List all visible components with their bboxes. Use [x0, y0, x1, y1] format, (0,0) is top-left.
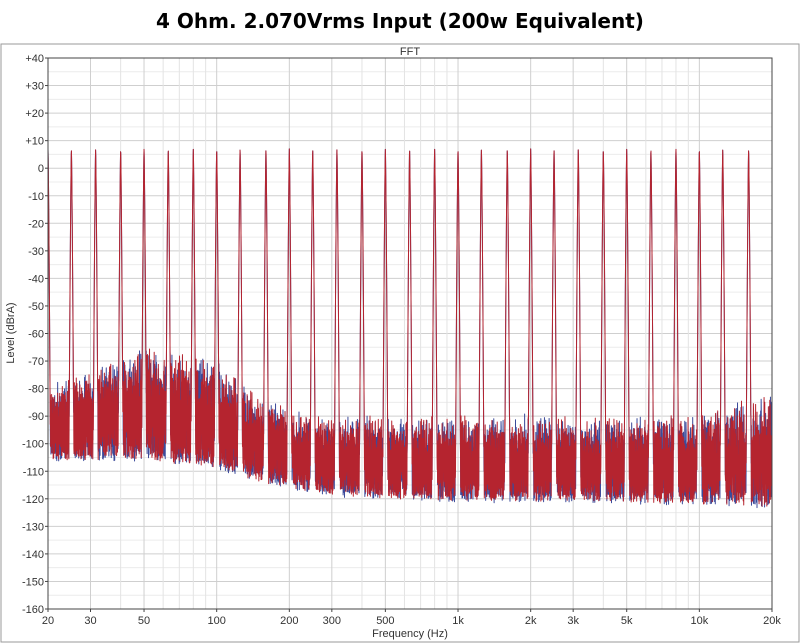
x-tick-label: 10k	[690, 615, 708, 627]
y-tick-label: -30	[28, 246, 44, 258]
x-tick-label: 5k	[621, 615, 633, 627]
y-tick-label: -20	[28, 218, 44, 230]
chart-title: 4 Ohm. 2.070Vrms Input (200w Equivalent)	[156, 9, 644, 33]
x-tick-label: 200	[280, 615, 298, 627]
y-tick-label: +40	[25, 53, 44, 65]
x-tick-label: 100	[208, 615, 226, 627]
y-tick-label: +10	[25, 136, 44, 148]
x-tick-label: 3k	[567, 615, 579, 627]
y-axis: +40 +30 +20 +10 0 -10 -20 -30 -40 -50 -60 -70 -80 -90…	[22, 53, 48, 616]
y-tick-label: -10	[28, 191, 44, 203]
panel-label: FFT	[400, 46, 420, 58]
x-tick-label: 30	[84, 615, 96, 627]
x-tick-label: 1k	[452, 615, 464, 627]
y-tick-label: -40	[28, 273, 44, 285]
x-axis-label: Frequency (Hz)	[372, 628, 448, 640]
y-tick-label: -120	[22, 494, 44, 506]
x-tick-label: 20k	[763, 615, 781, 627]
series-layer	[48, 148, 772, 509]
chart-frame	[0, 43, 800, 643]
y-tick-label: -50	[28, 301, 44, 313]
x-tick-label: 2k	[525, 615, 537, 627]
y-tick-label: +30	[25, 81, 44, 93]
x-axis: 20 30 50 100 200 300 500 1k 2k 3k 5k 10k 20k	[42, 609, 781, 627]
y-tick-label: -60	[28, 329, 44, 341]
y-tick-label: -140	[22, 549, 44, 561]
y-tick-label: -90	[28, 411, 44, 423]
grid	[48, 58, 772, 609]
y-tick-label: 0	[38, 163, 44, 175]
x-tick-label: 300	[323, 615, 341, 627]
y-tick-label: +20	[25, 108, 44, 120]
y-axis-label: Level (dBrA)	[5, 302, 17, 363]
x-tick-label: 50	[138, 615, 150, 627]
y-tick-label: -80	[28, 384, 44, 396]
y-tick-label: -100	[22, 439, 44, 451]
y-tick-label: -130	[22, 521, 44, 533]
y-tick-label: -150	[22, 576, 44, 588]
y-tick-label: -110	[23, 466, 44, 478]
series-line-2	[48, 148, 772, 507]
x-tick-label: 500	[376, 615, 394, 627]
x-tick-label: 20	[42, 615, 54, 627]
y-tick-label: -70	[28, 356, 44, 368]
y-tick-label: -160	[22, 604, 44, 616]
